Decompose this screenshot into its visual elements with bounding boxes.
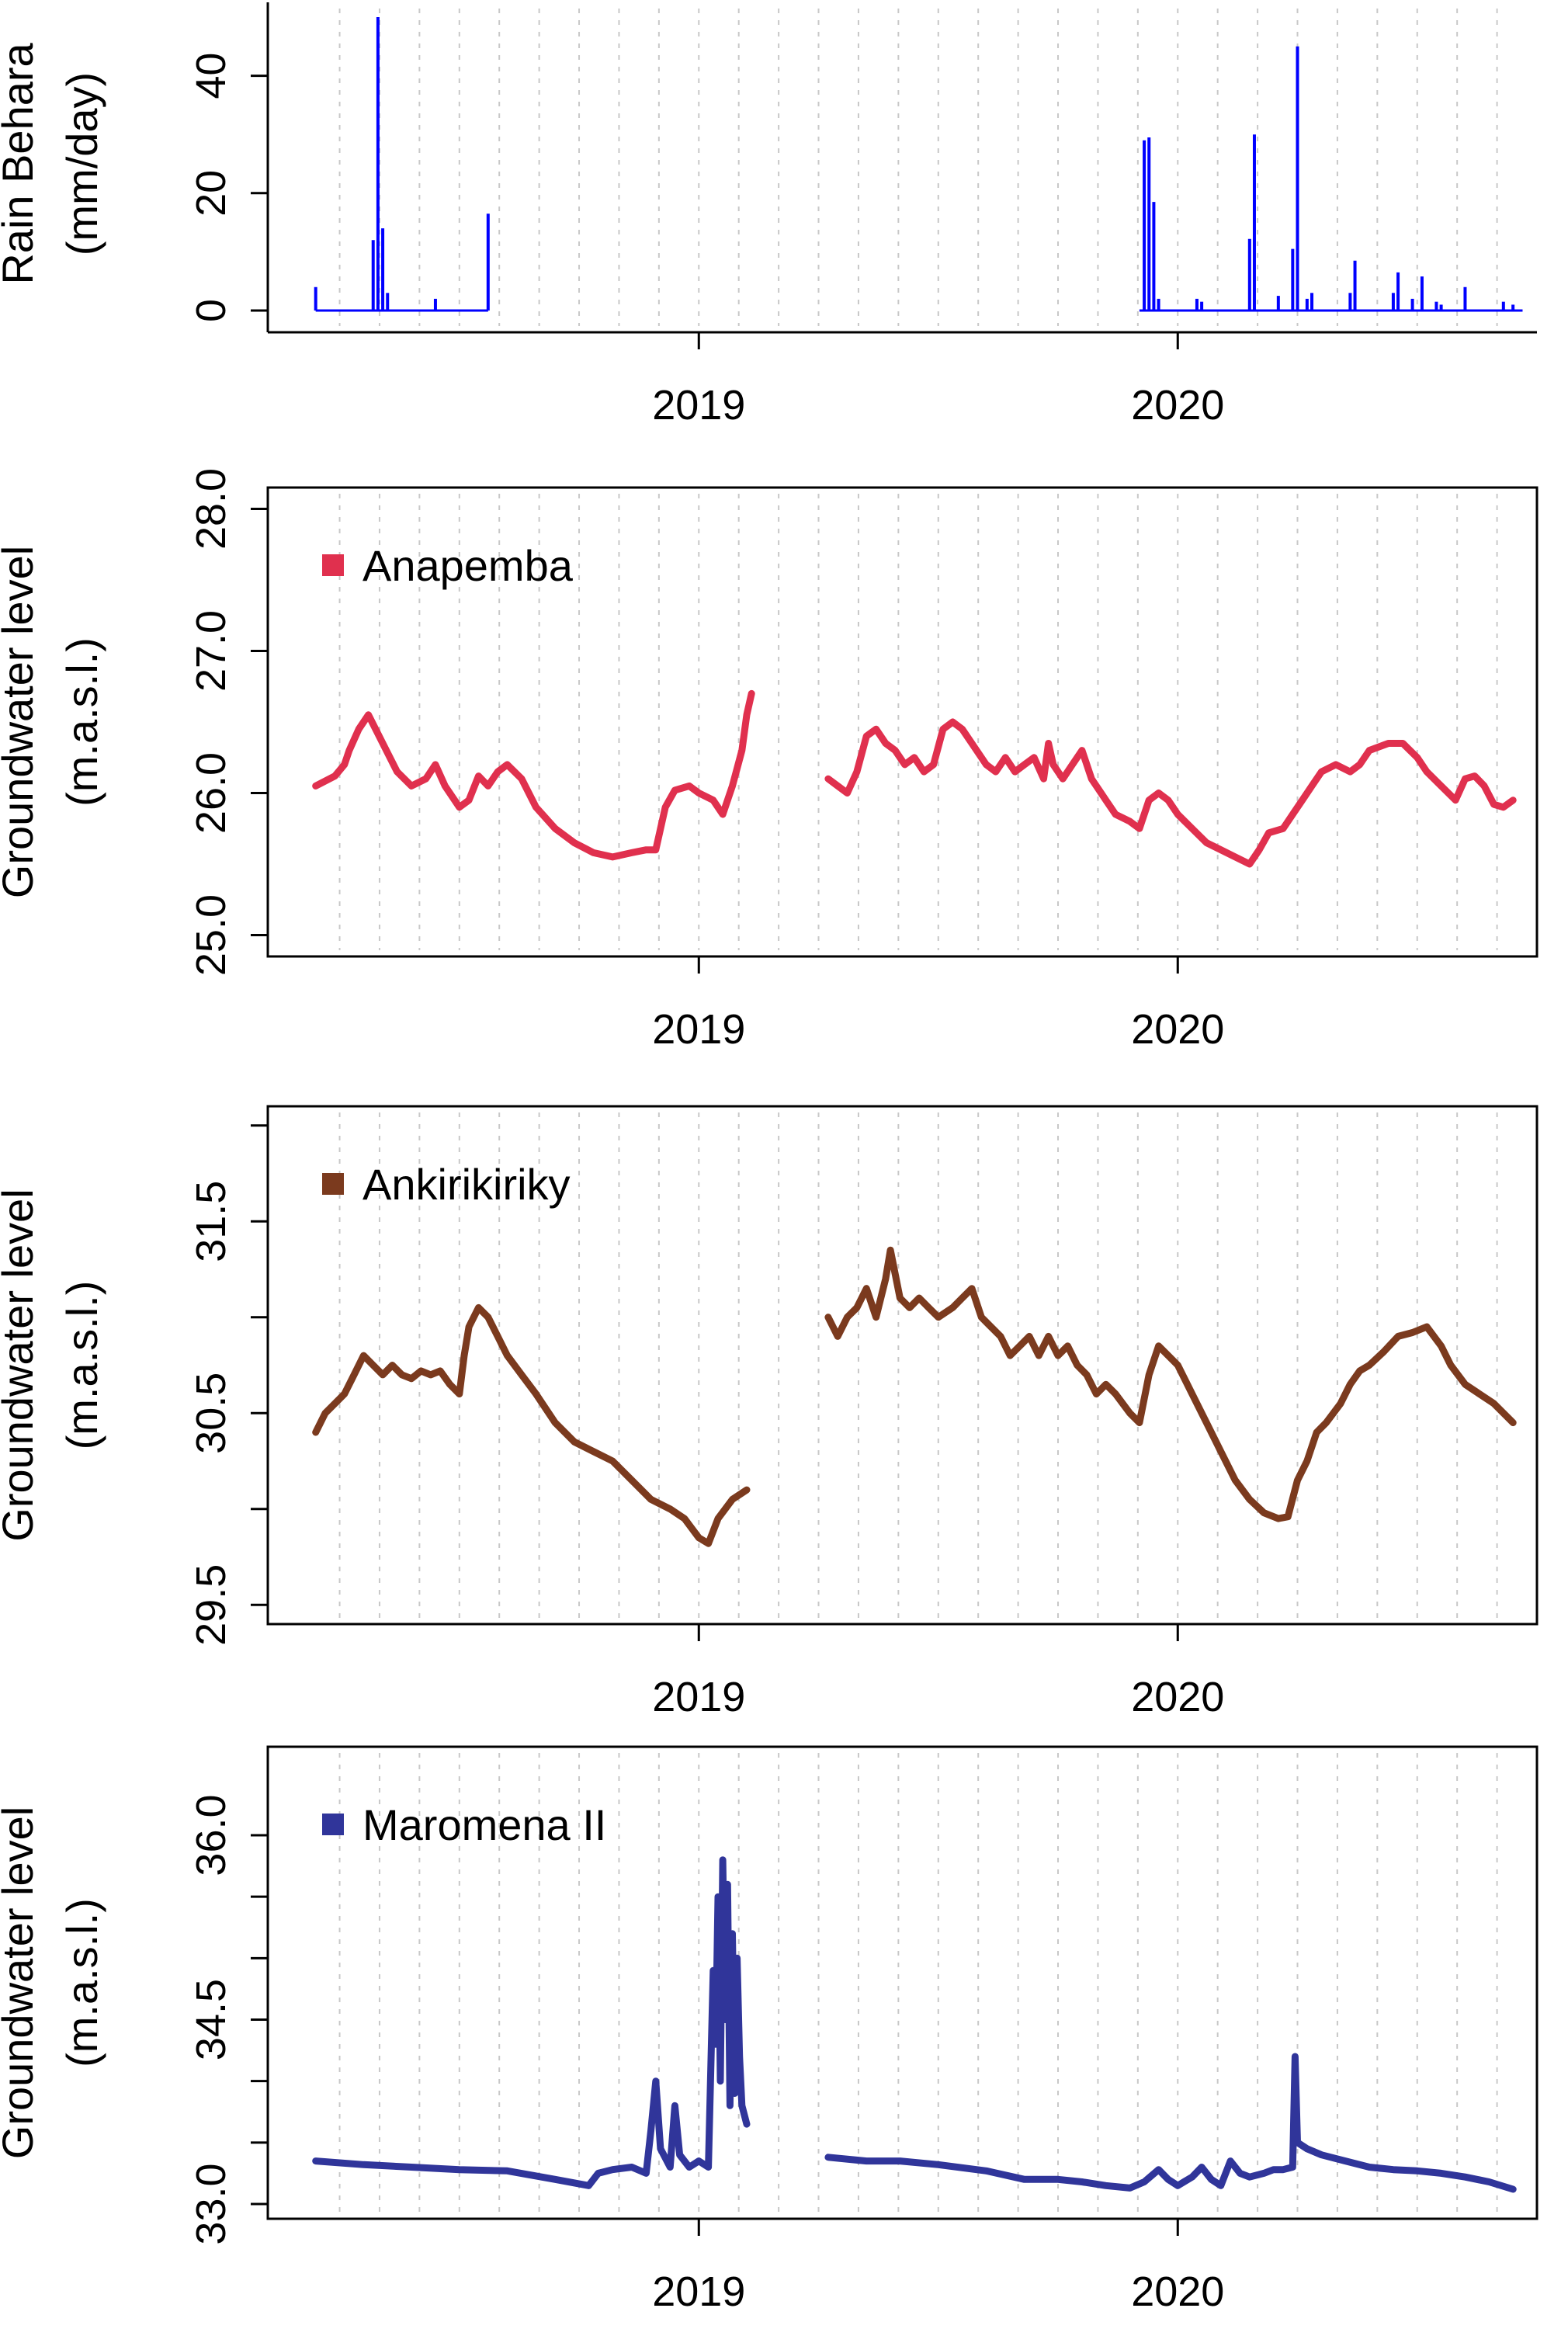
y-axis-title: (m.a.s.l.) [57, 1898, 106, 2067]
x-tick-label: 2019 [652, 1674, 745, 1720]
x-tick-label: 2020 [1131, 1006, 1224, 1053]
y-tick-label: 27.0 [188, 610, 234, 692]
panel-ankirikiriky: 29.5 30.5 31.5 Groundwater level (m.a.s.l.) 2… [0, 1105, 1539, 1720]
legend-swatch [322, 1173, 344, 1195]
y-tick-label: 36.0 [188, 1794, 234, 1876]
y-axis-title: (m.a.s.l.) [57, 637, 106, 807]
legend-label: Anapemba [363, 541, 574, 590]
x-tick-label: 2019 [652, 1006, 745, 1053]
legend-swatch [322, 1814, 344, 1835]
y-tick-label: 33.0 [188, 2163, 234, 2244]
panel-anapemba: 25.0 26.0 27.0 28.0 Groundwater level (m.a.s.… [0, 468, 1539, 1053]
y-tick-label: 40 [188, 53, 234, 99]
y-axis-title: Groundwater level [0, 546, 42, 898]
series-line [312, 1856, 751, 2189]
x-tick-label: 2020 [1131, 382, 1224, 429]
x-tick-label: 2020 [1131, 2268, 1224, 2315]
y-axis-title: Groundwater level [0, 1807, 42, 2159]
x-tick-label: 2020 [1131, 1674, 1224, 1720]
series-line [312, 1303, 751, 1547]
panel-rain-behara: 0 20 40 Rain Behara (mm/day) 2019 2020 [0, 2, 1537, 429]
y-tick-label: 34.5 [188, 1979, 234, 2060]
series-line [824, 718, 1517, 868]
y-axis-title: Groundwater level [0, 1189, 42, 1541]
y-tick-label: 30.5 [188, 1373, 234, 1454]
legend-label: Maromena II [363, 1800, 606, 1849]
y-tick-label: 0 [188, 299, 234, 322]
y-tick-label: 26.0 [188, 752, 234, 834]
series-line [824, 2053, 1517, 2193]
plot-frame [266, 1105, 1539, 1626]
y-tick-label: 28.0 [188, 468, 234, 550]
legend-swatch [322, 554, 344, 576]
panel-maromena-ii: 33.0 34.5 36.0 Groundwater level (m.a.s.l.) 2… [0, 1745, 1539, 2315]
series-line [312, 689, 755, 861]
series-line [824, 1246, 1517, 1522]
y-tick-label: 31.5 [188, 1181, 234, 1262]
x-tick-label: 2019 [652, 2268, 745, 2315]
plot-frame [266, 1745, 1539, 2220]
y-axis-title: (mm/day) [57, 72, 106, 255]
x-tick-label: 2019 [652, 382, 745, 429]
plot-frame [266, 486, 1539, 958]
y-axis-title: (m.a.s.l.) [57, 1281, 106, 1450]
legend-label: Ankirikiriky [363, 1160, 571, 1209]
y-tick-label: 29.5 [188, 1564, 234, 1646]
y-tick-label: 20 [188, 170, 234, 217]
y-axis-title: Rain Behara [0, 42, 42, 284]
y-tick-label: 25.0 [188, 894, 234, 976]
